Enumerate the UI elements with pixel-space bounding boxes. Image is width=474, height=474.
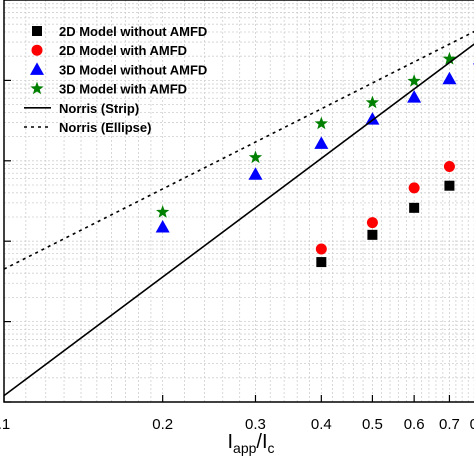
legend: 2D Model without AMFD 2D Model with AMFD 3… [24,24,207,135]
legend-swatch-3d-model-without-amfd [30,62,44,75]
tick-layer: .1 0.2 0.3 0.4 0.5 0.6 0.7 0.8 [0,0,474,433]
legend-label-2d-model-without-amfd: 2D Model without AMFD [59,24,207,39]
data-point-2d-model-with-amfd [315,243,327,255]
x-tick-label: 0.5 [362,416,383,433]
x-tick-label: 0.3 [245,416,266,433]
data-point-3d-model-without-amfd [442,71,457,85]
data-point-3d-model-with-amfd [442,51,457,65]
legend-label-3d-model-with-amfd: 3D Model with AMFD [59,82,187,97]
series-line-norris-strip [3,43,474,397]
x-axis-label: Iapp/Ic [227,431,274,456]
data-point-3d-model-without-amfd [155,220,170,233]
plot-frame [3,0,474,403]
x-tick-label: 0.4 [311,416,332,433]
data-point-2d-model-without-amfd [409,202,420,213]
grid [3,0,474,403]
legend-label-norris-ellipse: Norris (Ellipse) [59,120,151,135]
series-line-norris-ellipse [3,30,474,270]
legend-swatch-2d-model-with-amfd [31,44,43,56]
data-point-3d-model-without-amfd [248,167,263,180]
legend-swatch-2d-model-without-amfd [32,26,42,36]
x-tick-label: .1 [0,416,10,433]
x-tick-label: 0.6 [404,416,425,433]
data-point-3d-model-with-amfd [314,116,328,130]
data-point-2d-model-without-amfd [444,180,455,191]
data-point-2d-model-with-amfd [443,160,455,172]
x-tick-label: 0.7 [439,416,460,433]
data-point-2d-model-with-amfd [408,182,420,194]
legend-label-2d-model-with-amfd: 2D Model with AMFD [59,43,187,58]
data-point-2d-model-without-amfd [316,257,327,268]
data-point-3d-model-with-amfd [156,205,170,218]
data-point-2d-model-with-amfd [366,217,378,229]
data-point-3d-model-with-amfd [365,95,380,109]
data-point-2d-model-without-amfd [367,229,378,240]
legend-label-3d-model-without-amfd: 3D Model without AMFD [59,62,207,77]
legend-label-norris-strip: Norris (Strip) [59,101,139,116]
data-point-3d-model-with-amfd [407,74,421,87]
data-point-3d-model-without-amfd [314,136,329,149]
x-tick-label: 0.8 [470,416,474,433]
series-layer [3,30,474,397]
data-point-3d-model-without-amfd [365,112,380,125]
data-point-3d-model-without-amfd [407,90,422,103]
x-tick-label: 0.2 [152,416,173,433]
legend-swatch-3d-model-with-amfd [30,81,44,95]
data-point-3d-model-with-amfd [248,150,263,164]
